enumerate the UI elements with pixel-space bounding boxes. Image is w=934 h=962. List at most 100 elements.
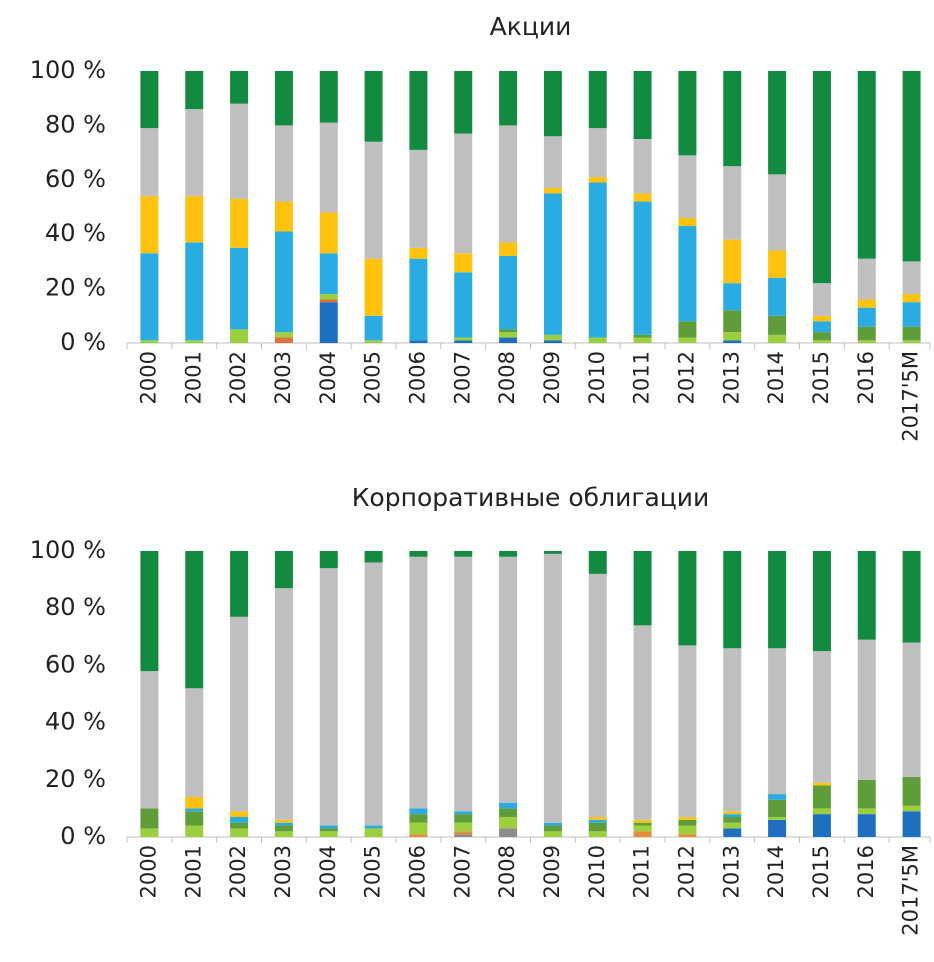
- bar-segment: [140, 253, 159, 341]
- bar-segment: [319, 71, 338, 123]
- bar-segment: [499, 332, 518, 338]
- bar-segment: [185, 196, 204, 243]
- bar-segment: [768, 71, 787, 175]
- bar-segment: [768, 315, 787, 335]
- bar-segment: [857, 814, 876, 837]
- bar-segment: [543, 822, 562, 826]
- bar-segment: [274, 71, 293, 126]
- bar-segment: [499, 242, 518, 256]
- y-tick-label: 80 %: [45, 593, 106, 621]
- bar-segment: [409, 556, 428, 809]
- bar-segment: [678, 551, 697, 646]
- bar-segment: [319, 828, 338, 832]
- x-tick-label: 2001: [181, 845, 205, 898]
- bar-segment: [857, 340, 876, 343]
- x-tick-label: 2003: [271, 845, 295, 898]
- bar-segment: [857, 639, 876, 780]
- bar-segment: [230, 811, 249, 817]
- bar-segment: [140, 340, 159, 343]
- x-tick-label: 2003: [271, 351, 295, 404]
- bar-segment: [409, 247, 428, 259]
- bar-segment: [588, 551, 607, 574]
- bar-segment: [230, 551, 249, 617]
- bar-segment: [274, 231, 293, 333]
- bar-segment: [588, 822, 607, 832]
- x-tick-label: 2016: [854, 351, 878, 404]
- bar-segment: [768, 551, 787, 649]
- bar-segment: [633, 831, 652, 837]
- bar-segment: [454, 822, 473, 832]
- bar-segment: [454, 340, 473, 343]
- bar-segment: [723, 816, 742, 823]
- bar-segment: [274, 201, 293, 232]
- bar-segment: [499, 816, 518, 829]
- bar-segment: [364, 562, 383, 826]
- bar-segment: [768, 799, 787, 817]
- bar-segment: [768, 250, 787, 278]
- x-tick-label: 2010: [585, 351, 609, 404]
- y-tick-label: 40 %: [45, 219, 106, 247]
- bar-segment: [902, 805, 921, 812]
- y-tick-label: 0 %: [60, 328, 106, 356]
- bar-segment: [857, 808, 876, 815]
- bar-segment: [499, 125, 518, 243]
- bar-segment: [723, 332, 742, 341]
- bar-segment: [812, 785, 831, 809]
- x-tick-label: 2002: [226, 351, 250, 404]
- bar-segment: [902, 776, 921, 806]
- x-tick-label: 2002: [226, 845, 250, 898]
- bar-segment: [230, 71, 249, 104]
- bar-segment: [185, 340, 204, 343]
- bar-segment: [185, 242, 204, 341]
- bar-segment: [454, 831, 473, 835]
- bar-segment: [857, 258, 876, 300]
- chart-title: Акции: [490, 12, 572, 41]
- y-tick-label: 60 %: [45, 165, 106, 193]
- bar-segment: [185, 796, 204, 809]
- bar-segment: [902, 326, 921, 341]
- bar-segment: [633, 193, 652, 202]
- bar-segment: [499, 802, 518, 809]
- bar-segment: [454, 811, 473, 815]
- bar-segment: [857, 551, 876, 640]
- bar-segment: [230, 247, 249, 330]
- x-tick-label: 2000: [136, 351, 160, 404]
- bar-segment: [543, 136, 562, 188]
- bar-segment: [274, 825, 293, 832]
- bar-segment: [723, 166, 742, 240]
- bar-segment: [588, 819, 607, 823]
- bar-segment: [364, 551, 383, 563]
- y-tick-label: 20 %: [45, 765, 106, 793]
- x-tick-label: 2005: [361, 351, 385, 404]
- bar-segment: [678, 337, 697, 343]
- x-tick-label: 2004: [316, 845, 340, 898]
- bar-segment: [274, 125, 293, 202]
- bar-segment: [857, 299, 876, 308]
- bar-segment: [454, 337, 473, 341]
- bar-segment: [274, 819, 293, 823]
- x-tick-label: 2012: [674, 845, 698, 898]
- x-tick-label: 2013: [719, 845, 743, 898]
- bar-segment: [364, 71, 383, 142]
- bar-segment: [409, 71, 428, 150]
- bar-segment: [723, 811, 742, 815]
- bar-segment: [364, 825, 383, 829]
- bar-segment: [812, 332, 831, 341]
- bar-segment: [319, 122, 338, 213]
- bar-segment: [812, 315, 831, 322]
- bar-segment: [678, 226, 697, 322]
- bar-segment: [588, 177, 607, 183]
- bar-segment: [633, 825, 652, 832]
- y-tick-label: 0 %: [60, 822, 106, 850]
- bar-segment: [633, 819, 652, 823]
- x-tick-label: 2006: [405, 351, 429, 404]
- bar-segment: [543, 553, 562, 823]
- bar-segment: [454, 272, 473, 338]
- bar-segment: [588, 128, 607, 178]
- bar-segment: [633, 201, 652, 335]
- bar-segment: [230, 329, 249, 343]
- bar-segment: [274, 551, 293, 589]
- bar-segment: [768, 334, 787, 343]
- bar-segment: [499, 337, 518, 343]
- bar-segment: [678, 645, 697, 817]
